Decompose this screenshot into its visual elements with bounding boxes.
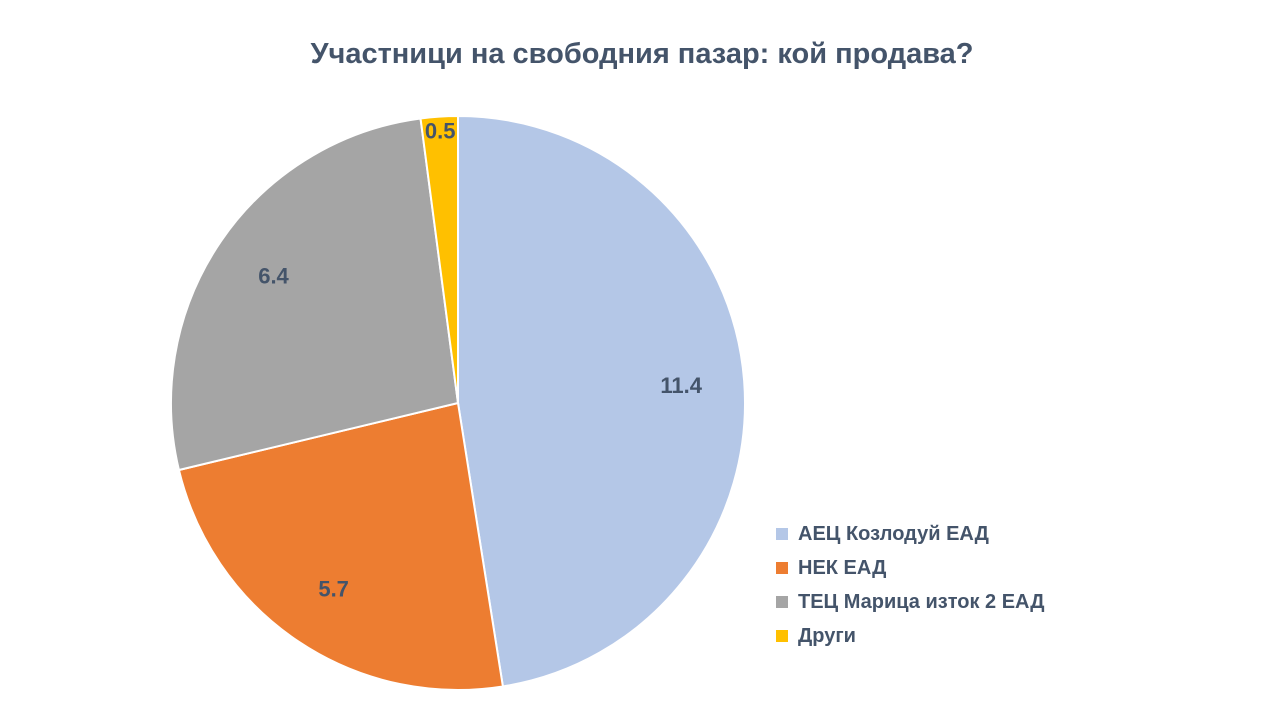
pie-slice-2 bbox=[177, 401, 505, 691]
legend-label-1: АЕЦ Козлодуй ЕАД bbox=[798, 522, 989, 545]
pie-slices bbox=[170, 114, 746, 691]
legend-swatch-3 bbox=[776, 596, 788, 608]
data-label-4: 0.5 bbox=[425, 118, 456, 143]
legend-swatch-4 bbox=[776, 630, 788, 642]
chart-title: Участници на свободния пазар: кой продав… bbox=[310, 38, 974, 70]
pie-slice-4 bbox=[419, 114, 459, 404]
data-label-3: 6.4 bbox=[258, 264, 289, 289]
legend-item-2: НЕК ЕАД bbox=[776, 551, 1044, 585]
legend: АЕЦ Козлодуй ЕАД НЕК ЕАД ТЕЦ Марица изток … bbox=[776, 517, 1044, 653]
legend-item-3: ТЕЦ Марица изток 2 ЕАД bbox=[776, 585, 1044, 619]
data-label-2: 5.7 bbox=[318, 577, 349, 602]
legend-swatch-2 bbox=[776, 562, 788, 574]
pie-data-labels: 11.4 5.7 6.4 0.5 bbox=[258, 118, 703, 601]
legend-label-2: НЕК ЕАД bbox=[798, 556, 887, 579]
legend-item-4: Други bbox=[776, 619, 1044, 653]
pie-slice-1 bbox=[457, 114, 746, 688]
data-label-1: 11.4 bbox=[660, 373, 702, 398]
legend-label-3: ТЕЦ Марица изток 2 ЕАД bbox=[798, 590, 1045, 613]
legend-label-4: Други bbox=[798, 624, 856, 647]
pie-slice-3 bbox=[170, 117, 460, 472]
legend-swatch-1 bbox=[776, 528, 788, 540]
legend-item-1: АЕЦ Козлодуй ЕАД bbox=[776, 517, 1044, 551]
